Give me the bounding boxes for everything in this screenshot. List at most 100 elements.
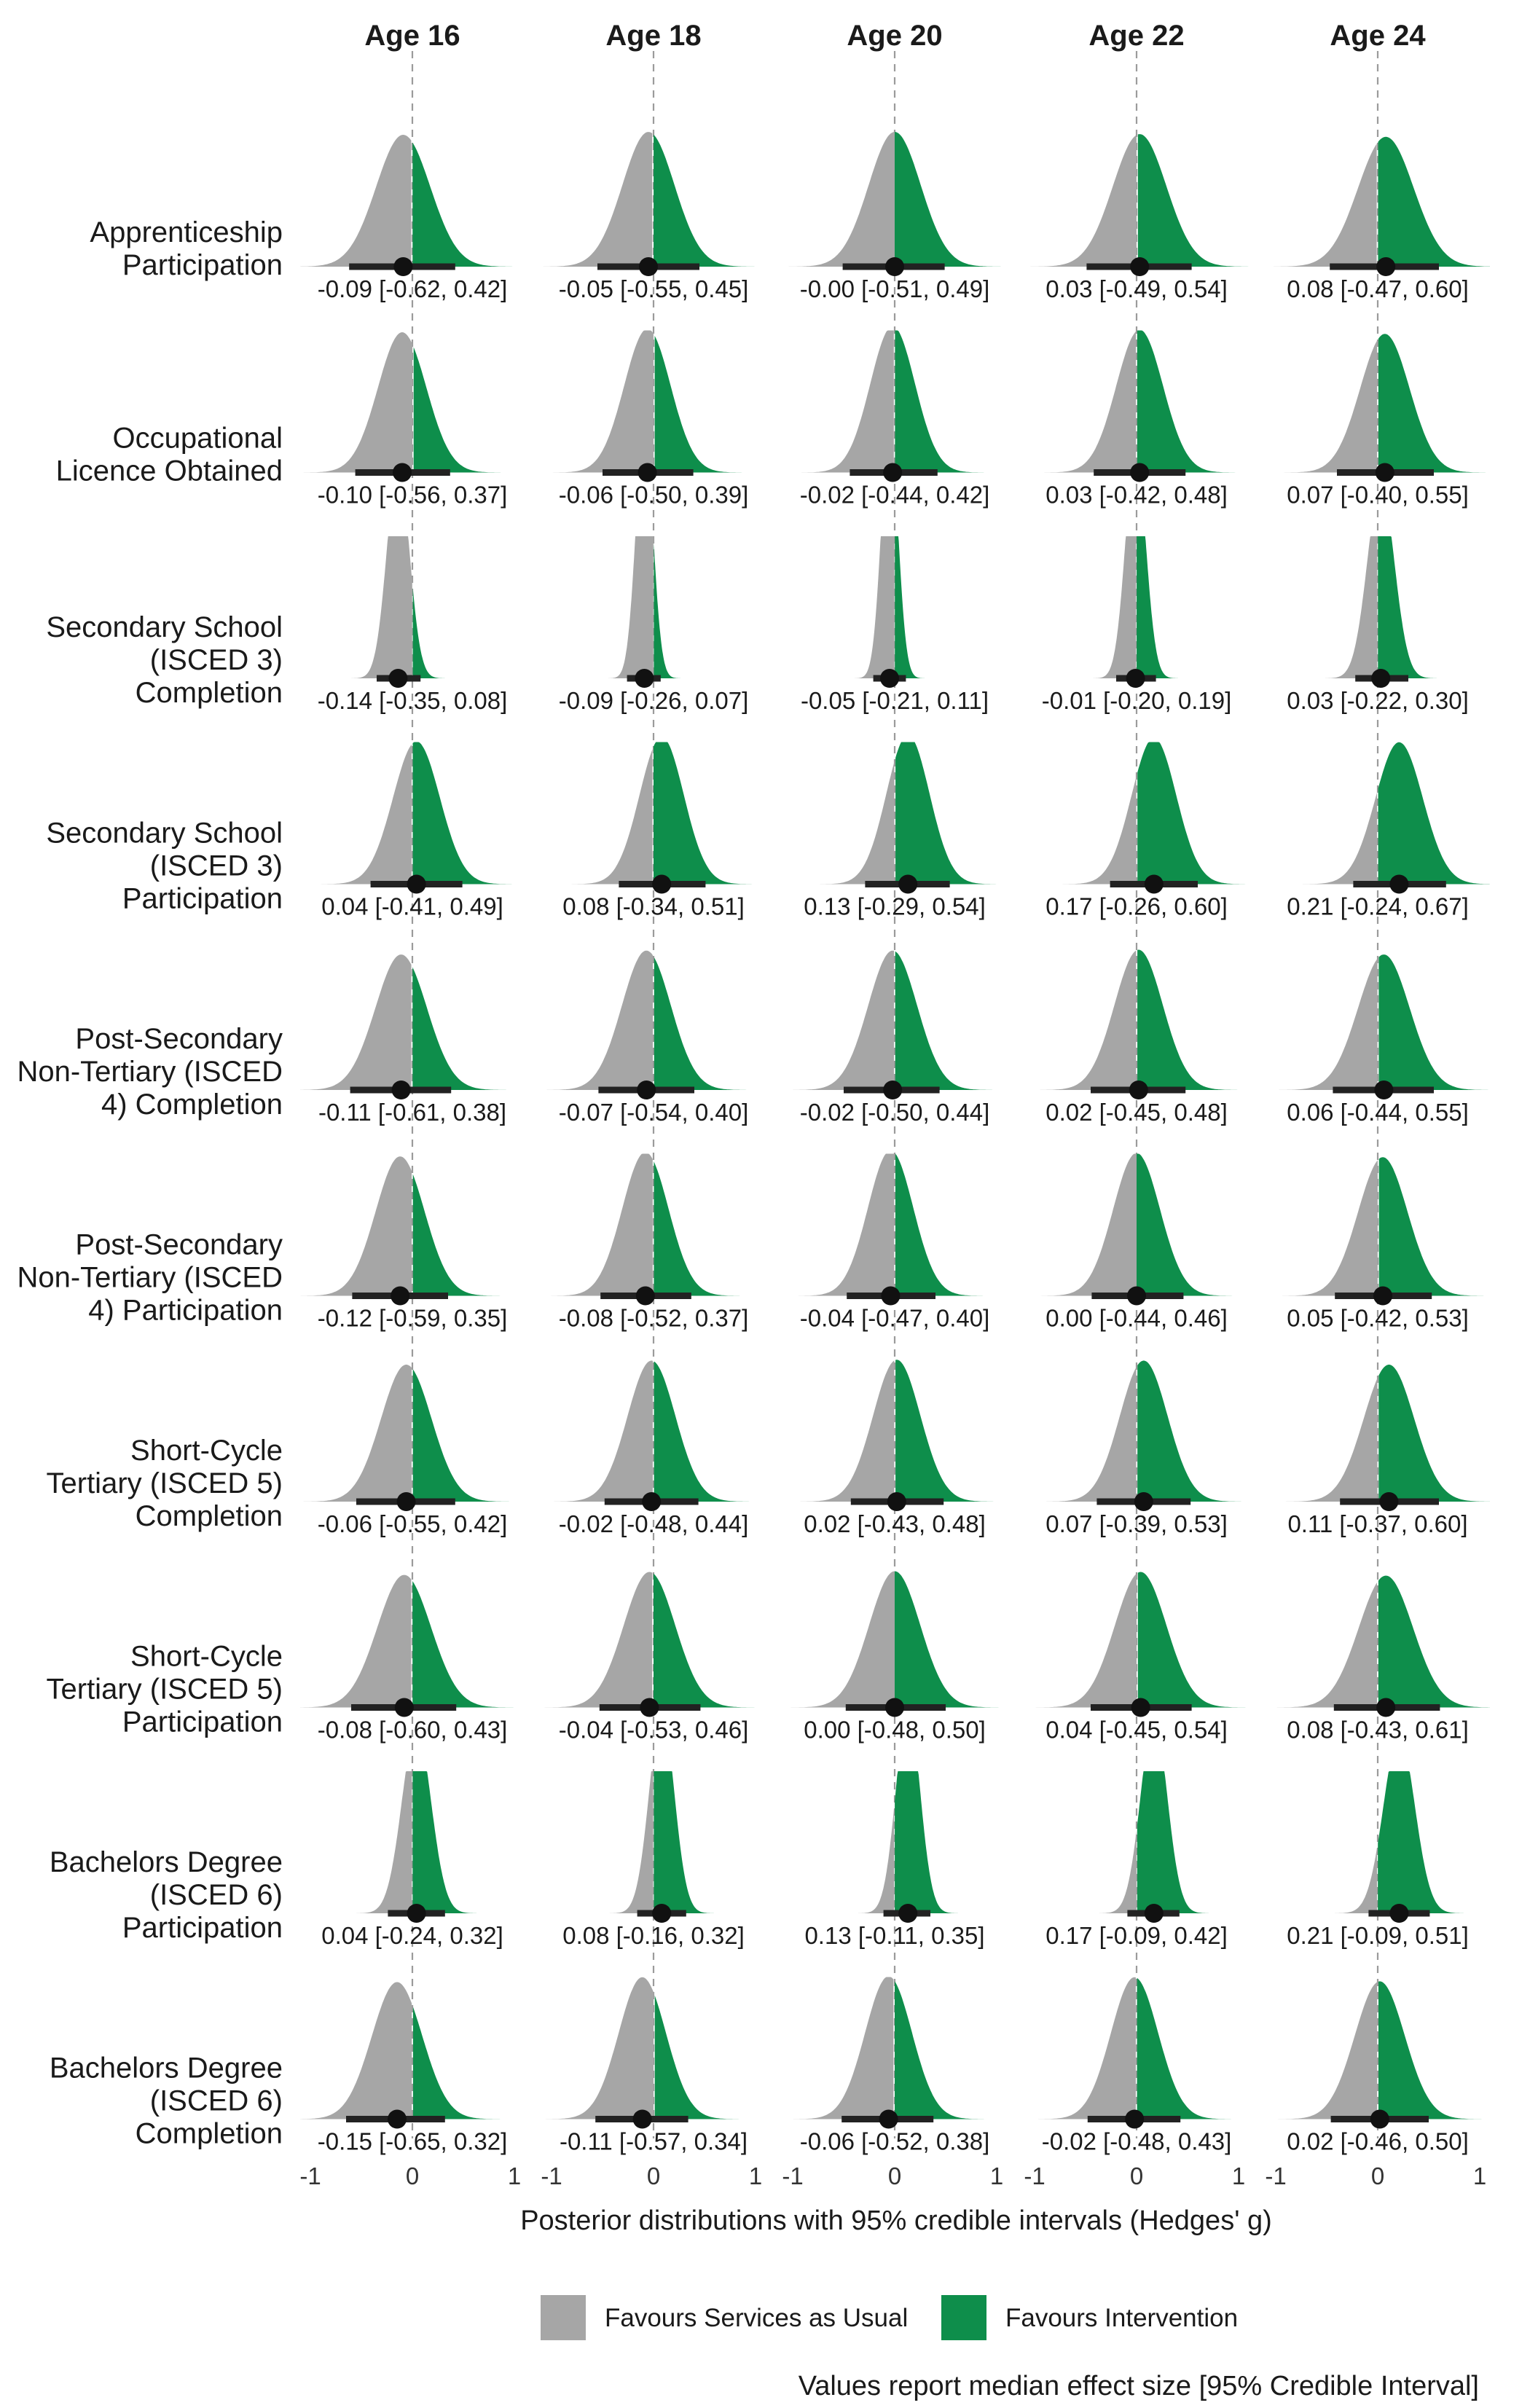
density-favours-intervention: [895, 1360, 997, 1502]
median-point: [642, 1492, 662, 1511]
density-favours-sau: [1281, 340, 1378, 473]
row-label: Bachelors Degree (ISCED 6) Participation: [50, 1846, 283, 1944]
density-favours-intervention: [895, 330, 987, 473]
x-tick-label: 0: [406, 2162, 419, 2189]
effect-size-label: 0.11 [-0.37, 0.60]: [1287, 1510, 1467, 1537]
density-favours-sau: [1035, 1977, 1136, 2119]
density-favours-sau: [788, 1571, 895, 1708]
row-label-line: Participation: [122, 883, 283, 915]
effect-size-label: -0.02 [-0.50, 0.44]: [800, 1099, 990, 1126]
row-label-line: Tertiary (ISCED 5): [47, 1674, 283, 1706]
effect-size-label: 0.03 [-0.49, 0.54]: [1046, 275, 1228, 302]
density-favours-sau: [1098, 1830, 1137, 1913]
effect-size-label: -0.15 [-0.65, 0.32]: [318, 2128, 508, 2155]
density-favours-sau: [1032, 1573, 1137, 1708]
effect-size-label: 0.07 [-0.39, 0.53]: [1046, 1510, 1228, 1537]
median-point: [885, 1698, 904, 1717]
median-point: [1125, 2109, 1145, 2129]
density-favours-sau: [1093, 536, 1137, 678]
density-favours-intervention: [412, 742, 515, 885]
x-tick-label: 1: [1473, 2162, 1486, 2189]
effect-size-label: -0.00 [-0.51, 0.49]: [800, 275, 990, 302]
row-label-line: Tertiary (ISCED 5): [47, 1467, 283, 1499]
row-label-line: Completion: [136, 1500, 283, 1532]
x-tick-label: 1: [508, 2162, 521, 2189]
density-favours-sau: [799, 330, 894, 473]
density-favours-sau: [795, 1153, 895, 1296]
effect-size-label: 0.21 [-0.09, 0.51]: [1287, 1922, 1469, 1949]
row-label-line: Secondary School: [46, 817, 283, 850]
row-label-line: Non-Tertiary (ISCED: [17, 1262, 283, 1294]
effect-size-label: 0.02 [-0.45, 0.48]: [1046, 1099, 1228, 1126]
density-favours-sau: [541, 132, 653, 267]
density-favours-intervention: [654, 134, 758, 267]
density-favours-sau: [548, 1153, 653, 1296]
row-label-line: Participation: [122, 1912, 283, 1944]
median-point: [1129, 1081, 1148, 1099]
density-favours-sau: [300, 332, 412, 473]
median-point: [396, 1492, 416, 1511]
density-favours-sau: [1043, 1367, 1137, 1502]
density-favours-intervention: [1137, 1572, 1249, 1708]
density-favours-sau: [790, 950, 894, 1090]
density-favours-intervention: [1378, 536, 1438, 678]
median-point: [388, 2109, 407, 2129]
density-favours-intervention: [412, 587, 445, 678]
density-favours-intervention: [895, 1981, 987, 2119]
median-point: [898, 874, 918, 894]
row-label-line: Short-Cycle: [130, 1641, 283, 1673]
density-favours-sau: [790, 1977, 894, 2119]
density-favours-intervention: [412, 1771, 478, 1913]
effect-size-label: 0.08 [-0.47, 0.60]: [1287, 275, 1469, 302]
row-label-line: Non-Tertiary (ISCED: [17, 1056, 283, 1088]
density-favours-sau: [855, 536, 895, 678]
effect-size-label: 0.00 [-0.44, 0.46]: [1046, 1305, 1228, 1332]
median-point: [1127, 1286, 1146, 1306]
row-label-line: Post-Secondary: [75, 1023, 283, 1055]
median-point: [883, 1081, 903, 1099]
chart-caption: Values report median effect size [95% Cr…: [799, 2371, 1479, 2401]
effect-size-label: 0.08 [-0.43, 0.61]: [1287, 1717, 1469, 1744]
median-point: [879, 2109, 898, 2129]
density-favours-sau: [318, 744, 412, 885]
density-favours-sau: [797, 1360, 895, 1502]
density-favours-sau: [608, 536, 654, 678]
median-point: [880, 669, 899, 688]
effect-size-label: -0.10 [-0.56, 0.37]: [318, 482, 508, 509]
effect-size-label: -0.05 [-0.21, 0.11]: [801, 687, 989, 714]
median-point: [1130, 257, 1150, 276]
density-favours-intervention: [1378, 954, 1490, 1090]
row-label-line: Apprenticeship: [90, 216, 283, 248]
median-point: [1373, 1286, 1392, 1306]
row-label: Secondary School (ISCED 3) Participation: [46, 817, 283, 915]
row-label: Short-Cycle Tertiary (ISCED 5) Participati…: [47, 1641, 283, 1738]
x-axis-title: Posterior distributions with 95% credibl…: [520, 2205, 1272, 2236]
density-favours-intervention: [1378, 334, 1489, 473]
row-label-line: (ISCED 3): [150, 850, 283, 882]
effect-size-label: 0.17 [-0.09, 0.42]: [1046, 1922, 1228, 1949]
median-point: [1376, 257, 1396, 276]
density-favours-sau: [544, 950, 654, 1090]
median-point: [635, 669, 654, 688]
row-label-line: Short-Cycle: [130, 1435, 283, 1467]
density-favours-sau: [1059, 777, 1137, 885]
median-point: [1389, 1904, 1409, 1923]
density-favours-sau: [300, 1156, 412, 1296]
density-favours-sau: [1279, 1160, 1378, 1296]
density-favours-sau: [551, 1360, 653, 1502]
x-tick-label: 0: [1130, 2162, 1143, 2189]
density-favours-intervention: [1137, 1153, 1235, 1296]
density-favours-sau: [541, 1572, 653, 1708]
density-favours-intervention: [1137, 1977, 1234, 2119]
density-favours-intervention: [654, 1161, 743, 1296]
legend-swatch-sau: [541, 2295, 586, 2340]
density-favours-sau: [1037, 950, 1137, 1090]
legend-label-intervention: Favours Intervention: [1005, 2304, 1238, 2332]
density-favours-intervention: [412, 1369, 513, 1502]
density-favours-intervention: [412, 967, 510, 1090]
effect-size-label: -0.06 [-0.50, 0.39]: [559, 482, 749, 509]
row-label: Occupational Licence Obtained: [56, 423, 283, 487]
density-favours-sau: [300, 1364, 412, 1502]
density-favours-intervention: [895, 1771, 959, 1913]
row-label: Bachelors Degree (ISCED 6) Completion: [50, 2052, 283, 2150]
